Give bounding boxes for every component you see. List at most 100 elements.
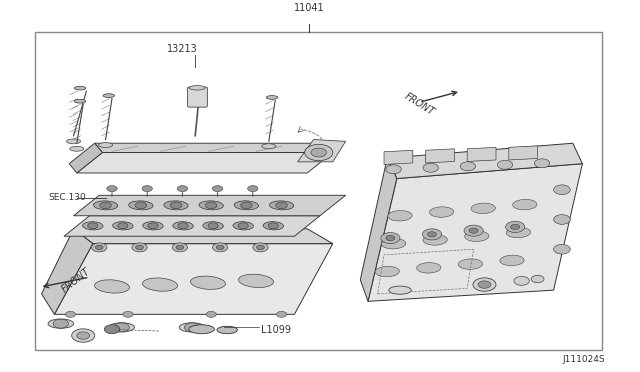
Text: 13213: 13213 bbox=[167, 44, 198, 54]
Circle shape bbox=[148, 223, 158, 229]
Ellipse shape bbox=[129, 201, 153, 210]
Ellipse shape bbox=[83, 222, 103, 230]
Ellipse shape bbox=[234, 201, 259, 210]
Ellipse shape bbox=[113, 222, 133, 230]
Ellipse shape bbox=[429, 207, 454, 217]
Circle shape bbox=[381, 232, 400, 244]
Ellipse shape bbox=[458, 259, 483, 269]
Circle shape bbox=[212, 243, 228, 252]
Ellipse shape bbox=[199, 201, 223, 210]
Ellipse shape bbox=[191, 276, 225, 289]
Circle shape bbox=[118, 223, 128, 229]
Ellipse shape bbox=[99, 142, 113, 147]
Polygon shape bbox=[77, 153, 333, 173]
Circle shape bbox=[142, 186, 152, 192]
Ellipse shape bbox=[179, 323, 205, 332]
Polygon shape bbox=[384, 150, 413, 164]
Circle shape bbox=[178, 223, 188, 229]
Circle shape bbox=[135, 202, 147, 209]
Ellipse shape bbox=[506, 227, 531, 238]
Circle shape bbox=[205, 202, 217, 209]
Ellipse shape bbox=[388, 211, 412, 221]
Ellipse shape bbox=[239, 274, 273, 288]
FancyBboxPatch shape bbox=[188, 87, 207, 107]
Circle shape bbox=[386, 235, 395, 241]
Ellipse shape bbox=[233, 222, 253, 230]
Ellipse shape bbox=[203, 222, 223, 230]
Circle shape bbox=[531, 275, 544, 283]
Circle shape bbox=[107, 186, 117, 192]
Circle shape bbox=[428, 232, 436, 237]
Circle shape bbox=[554, 215, 570, 224]
Ellipse shape bbox=[93, 201, 118, 210]
Ellipse shape bbox=[375, 266, 399, 277]
Polygon shape bbox=[74, 195, 346, 216]
Circle shape bbox=[95, 245, 103, 250]
Ellipse shape bbox=[95, 280, 129, 293]
Circle shape bbox=[241, 202, 252, 209]
Circle shape bbox=[268, 223, 278, 229]
Ellipse shape bbox=[269, 201, 294, 210]
Circle shape bbox=[305, 144, 333, 161]
Circle shape bbox=[172, 243, 188, 252]
Circle shape bbox=[248, 186, 258, 192]
Circle shape bbox=[104, 325, 120, 334]
Circle shape bbox=[311, 148, 326, 157]
Circle shape bbox=[72, 329, 95, 342]
Ellipse shape bbox=[74, 99, 86, 103]
Circle shape bbox=[469, 228, 478, 233]
Circle shape bbox=[506, 221, 525, 232]
Circle shape bbox=[497, 160, 513, 169]
Polygon shape bbox=[387, 143, 582, 179]
Circle shape bbox=[92, 243, 107, 252]
Polygon shape bbox=[298, 140, 346, 162]
Ellipse shape bbox=[164, 201, 188, 210]
Ellipse shape bbox=[471, 203, 495, 214]
Ellipse shape bbox=[389, 286, 412, 294]
Bar bbox=[35, 32, 602, 350]
Circle shape bbox=[460, 162, 476, 171]
Circle shape bbox=[511, 224, 520, 230]
Ellipse shape bbox=[423, 235, 447, 245]
Circle shape bbox=[177, 186, 188, 192]
Polygon shape bbox=[69, 143, 102, 173]
Circle shape bbox=[276, 202, 287, 209]
Circle shape bbox=[53, 319, 68, 328]
Circle shape bbox=[473, 278, 496, 291]
Ellipse shape bbox=[74, 86, 86, 90]
Ellipse shape bbox=[500, 255, 524, 266]
Polygon shape bbox=[509, 146, 538, 160]
Polygon shape bbox=[54, 244, 333, 314]
Circle shape bbox=[184, 323, 200, 332]
Circle shape bbox=[238, 223, 248, 229]
Circle shape bbox=[114, 323, 129, 332]
Text: 11041: 11041 bbox=[294, 3, 324, 13]
Polygon shape bbox=[64, 216, 320, 236]
Polygon shape bbox=[467, 147, 496, 161]
Ellipse shape bbox=[48, 319, 74, 328]
Circle shape bbox=[132, 243, 147, 252]
Ellipse shape bbox=[417, 263, 441, 273]
Ellipse shape bbox=[217, 326, 237, 334]
Ellipse shape bbox=[67, 139, 81, 144]
Polygon shape bbox=[360, 158, 397, 301]
Ellipse shape bbox=[70, 146, 84, 151]
Circle shape bbox=[170, 202, 182, 209]
Circle shape bbox=[65, 311, 76, 317]
Ellipse shape bbox=[103, 94, 115, 97]
Ellipse shape bbox=[189, 86, 205, 90]
Text: FRONT: FRONT bbox=[403, 91, 436, 117]
Ellipse shape bbox=[263, 222, 284, 230]
Circle shape bbox=[464, 225, 483, 236]
Circle shape bbox=[478, 281, 491, 288]
Circle shape bbox=[422, 229, 442, 240]
Circle shape bbox=[514, 276, 529, 285]
Text: FRONT: FRONT bbox=[60, 267, 92, 295]
Ellipse shape bbox=[109, 323, 134, 332]
Polygon shape bbox=[95, 143, 333, 153]
Ellipse shape bbox=[189, 325, 214, 334]
Circle shape bbox=[77, 332, 90, 339]
Circle shape bbox=[423, 163, 438, 172]
Circle shape bbox=[253, 243, 268, 252]
Ellipse shape bbox=[465, 231, 489, 241]
